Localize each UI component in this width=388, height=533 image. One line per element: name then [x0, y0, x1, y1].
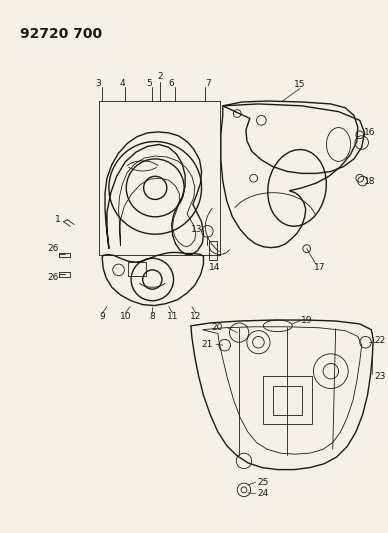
- Text: 26: 26: [47, 273, 59, 282]
- Text: 22: 22: [374, 336, 386, 345]
- Text: 20: 20: [211, 324, 223, 332]
- Text: 2: 2: [157, 72, 163, 82]
- Text: 26: 26: [47, 244, 59, 253]
- Text: 23: 23: [374, 372, 386, 381]
- Text: 25: 25: [258, 478, 269, 487]
- Text: 17: 17: [314, 263, 325, 272]
- Text: 24: 24: [258, 489, 269, 498]
- Text: 13: 13: [191, 225, 203, 234]
- Text: 8: 8: [149, 312, 155, 321]
- Text: 6: 6: [169, 79, 175, 88]
- Text: 14: 14: [210, 263, 221, 272]
- Text: 16: 16: [364, 128, 375, 138]
- Text: 92720 700: 92720 700: [20, 27, 102, 41]
- Text: 15: 15: [294, 80, 306, 89]
- Text: 21: 21: [202, 340, 213, 349]
- Text: 19: 19: [301, 316, 312, 325]
- Text: 12: 12: [190, 312, 201, 321]
- Text: 3: 3: [95, 79, 101, 88]
- Text: 18: 18: [364, 176, 375, 185]
- Text: 7: 7: [205, 79, 211, 88]
- Text: 11: 11: [167, 312, 178, 321]
- Text: 5: 5: [147, 79, 152, 88]
- Text: 10: 10: [120, 312, 131, 321]
- Text: 4: 4: [120, 79, 125, 88]
- Text: 9: 9: [99, 312, 105, 321]
- Text: 1: 1: [55, 215, 61, 224]
